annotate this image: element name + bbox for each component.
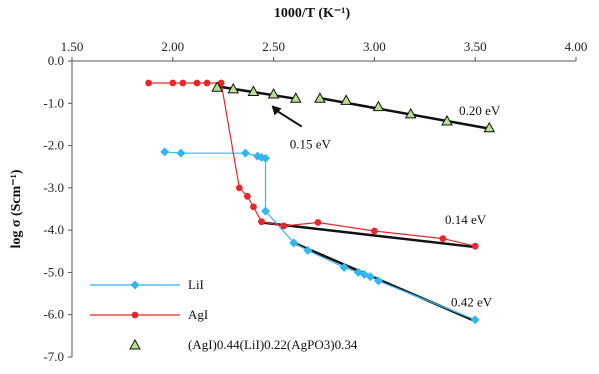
y-tick-label: -7.0	[43, 349, 64, 364]
y-tick-label: -6.0	[43, 307, 64, 322]
data-point	[227, 82, 240, 94]
data-point	[289, 238, 299, 248]
annotation-arrowhead	[271, 105, 282, 116]
annotation-label: 0.14 eV	[445, 212, 487, 227]
data-point	[483, 121, 496, 133]
data-point	[211, 81, 224, 92]
data-point	[373, 276, 383, 286]
y-tick-label: -1.0	[43, 95, 64, 110]
legend-item: LiI	[90, 277, 204, 292]
y-tick-label: -3.0	[43, 180, 64, 195]
x-tick-label: 3.50	[464, 39, 487, 54]
legend: LiI AgI (AgI)0.44(LiI)0.22(AgPO3)0.34	[90, 277, 358, 352]
data-point	[160, 147, 170, 157]
x-tick-label: 3.00	[363, 39, 386, 54]
data-point	[314, 92, 326, 103]
data-point	[217, 79, 225, 87]
data-point	[441, 115, 453, 126]
series-line	[148, 82, 476, 247]
data-point	[303, 245, 313, 255]
series-triangle	[211, 81, 496, 133]
data-point	[339, 262, 349, 272]
legend-label: (AgI)0.44(LiI)0.22(AgPO3)0.34	[188, 337, 358, 352]
annotation-label: 0.42 eV	[451, 294, 493, 309]
data-point	[169, 79, 177, 87]
x-tick-label: 4.00	[565, 39, 588, 54]
data-point	[179, 79, 187, 87]
annotation-label: 0.15 eV	[290, 137, 332, 152]
annotation-arrow	[274, 108, 303, 128]
series-group	[145, 79, 496, 325]
annotation-label: 0.20 eV	[459, 103, 501, 118]
y-axis-title: log σ (Scm⁻¹)	[9, 169, 24, 248]
data-point	[203, 79, 211, 87]
data-point	[439, 235, 447, 243]
data-point	[371, 227, 378, 235]
y-tick-label: -5.0	[43, 264, 64, 279]
data-point	[280, 222, 288, 230]
series-circle	[145, 79, 479, 250]
data-point	[365, 272, 375, 282]
data-point	[247, 85, 260, 96]
data-point	[235, 184, 243, 192]
data-point	[240, 148, 250, 158]
x-tick-label: 2.00	[161, 39, 184, 54]
data-point	[372, 100, 385, 112]
legend-item: (AgI)0.44(LiI)0.22(AgPO3)0.34	[129, 337, 358, 352]
data-point	[243, 192, 251, 200]
data-point	[261, 206, 271, 216]
series-line	[164, 151, 476, 321]
series-diamond	[160, 147, 480, 325]
fit-line	[261, 221, 476, 249]
y-tick-label: 0.0	[48, 53, 64, 68]
data-point	[261, 153, 271, 163]
x-tick-label: 2.50	[262, 39, 285, 54]
y-tick-label: -4.0	[43, 222, 64, 237]
legend-marker	[131, 311, 139, 319]
data-point	[250, 203, 257, 211]
data-point	[289, 92, 302, 103]
data-point	[314, 219, 322, 226]
data-point	[258, 218, 265, 226]
x-axis-title: 1000/T (K⁻¹)	[274, 6, 351, 21]
x-tick-label: 1.50	[61, 39, 84, 54]
data-point	[470, 315, 480, 325]
data-point	[176, 148, 186, 158]
annotations: 0.20 eV 0.15 eV 0.14 eV 0.42 eV	[271, 103, 501, 309]
data-point	[404, 107, 417, 119]
legend-marker	[129, 338, 141, 350]
data-point	[267, 87, 280, 99]
y-tick-label: -2.0	[43, 138, 64, 153]
data-point	[145, 79, 153, 87]
axes: 1.50 2.00 2.50 3.00 3.50 4.00 0.0 -1.0 -2.0 -3.0 -…	[9, 6, 587, 364]
legend-label: AgI	[188, 307, 208, 322]
data-point	[193, 79, 201, 87]
legend-item: AgI	[90, 307, 208, 322]
data-point	[471, 242, 479, 250]
legend-marker	[130, 280, 140, 290]
data-point	[340, 94, 353, 105]
legend-label: LiI	[188, 277, 204, 292]
